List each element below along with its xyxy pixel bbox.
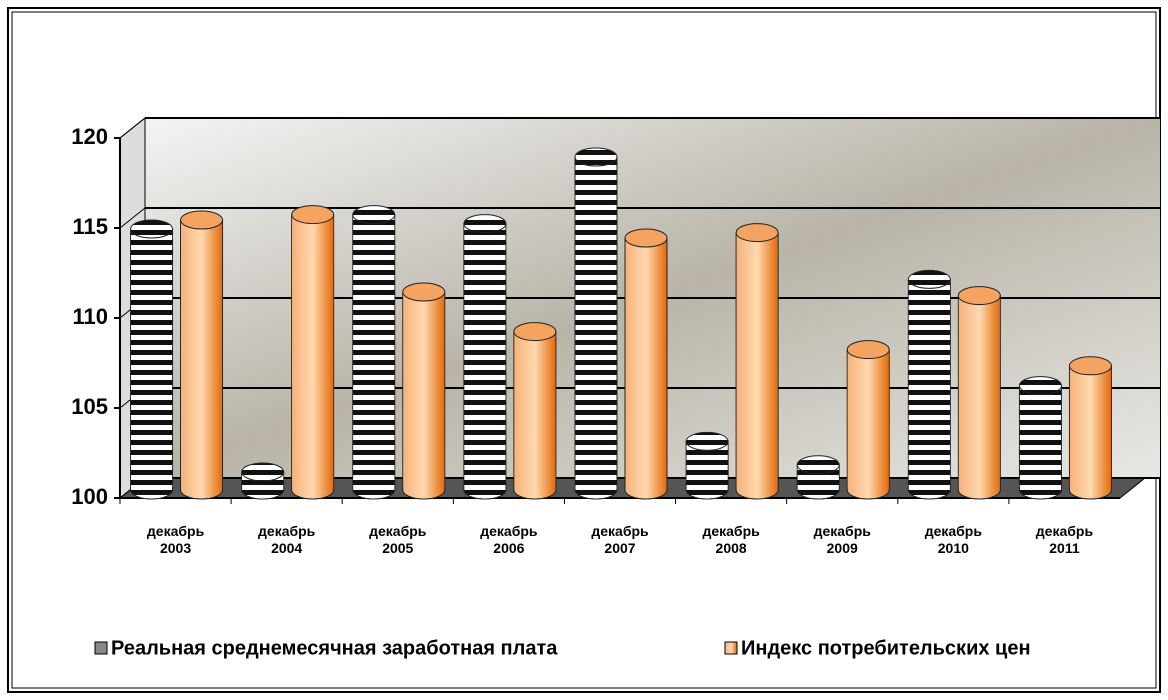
- bar: [241, 462, 285, 500]
- x-tick-label: декабрь 2010: [924, 523, 982, 556]
- bar: [1018, 376, 1062, 500]
- x-tick-label: декабрь 2003: [146, 523, 205, 556]
- legend-label: Реальная среднемесячная заработная плата: [111, 637, 558, 659]
- bar-top: [685, 431, 729, 451]
- bar: [180, 210, 224, 500]
- bar: [907, 269, 951, 500]
- bar: [735, 223, 779, 500]
- bar: [574, 147, 618, 500]
- grid-line-side: [119, 117, 146, 139]
- bar-top: [624, 228, 668, 248]
- bar-body-cover: [575, 157, 617, 490]
- y-tick-label: 120: [71, 124, 108, 149]
- legend-swatch: [94, 641, 108, 655]
- bar-body-cover: [292, 214, 334, 490]
- bar-body-cover: [958, 295, 1000, 490]
- bar-top: [1068, 356, 1112, 376]
- legend-swatch: [724, 641, 738, 655]
- bar: [846, 340, 890, 500]
- bar: [463, 214, 507, 500]
- bar: [513, 322, 557, 500]
- bar-top: [735, 223, 779, 243]
- bar-body-cover: [1019, 385, 1061, 490]
- bar: [685, 431, 729, 500]
- bar: [352, 205, 396, 500]
- bar: [796, 455, 840, 500]
- y-tick-label: 105: [71, 394, 108, 419]
- bar-body-cover: [1069, 365, 1111, 490]
- x-tick-label: декабрь 2008: [702, 523, 760, 556]
- bar-top: [513, 322, 557, 342]
- bar: [957, 286, 1001, 500]
- bar-top: [291, 205, 335, 225]
- bar-top: [402, 282, 446, 302]
- bar-top: [796, 455, 840, 475]
- x-tick-label: декабрь 2011: [1035, 523, 1094, 556]
- bar: [130, 219, 174, 500]
- bar-body-cover: [736, 232, 778, 490]
- bar-top: [957, 286, 1001, 306]
- bar-body-cover: [847, 349, 889, 490]
- bar-body-cover: [403, 292, 445, 490]
- y-tick-label: 110: [73, 304, 109, 329]
- bar-top: [574, 147, 618, 167]
- bar-top: [1018, 376, 1062, 396]
- bar-body-cover: [181, 220, 223, 490]
- bar-top: [180, 210, 224, 230]
- bar: [291, 205, 335, 500]
- bar-body-cover: [131, 229, 173, 490]
- x-tick-label: декабрь 2007: [591, 523, 649, 556]
- bar-body-cover: [514, 331, 556, 490]
- bar: [1068, 356, 1112, 500]
- bar: [624, 228, 668, 500]
- bar-top: [907, 269, 951, 289]
- x-tick-label: декабрь 2009: [813, 523, 871, 556]
- bar-body-cover: [464, 223, 506, 490]
- bar-body-cover: [908, 279, 950, 490]
- bar-body-cover: [353, 214, 395, 490]
- legend-label: Индекс потребительских цен: [741, 637, 1031, 659]
- bar-top: [846, 340, 890, 360]
- grid-line-side: [119, 207, 146, 229]
- bar-body-cover: [625, 238, 667, 490]
- y-tick-label: 115: [73, 214, 109, 239]
- bar-top: [352, 205, 396, 225]
- x-tick-label: декабрь 2005: [369, 523, 427, 556]
- bar-top: [130, 219, 174, 239]
- y-tick-label: 100: [71, 484, 108, 509]
- bar-top: [241, 462, 285, 482]
- x-tick-label: декабрь 2004: [258, 523, 316, 556]
- bar-top: [463, 214, 507, 234]
- x-tick-label: декабрь 2006: [480, 523, 538, 556]
- bar: [402, 282, 446, 500]
